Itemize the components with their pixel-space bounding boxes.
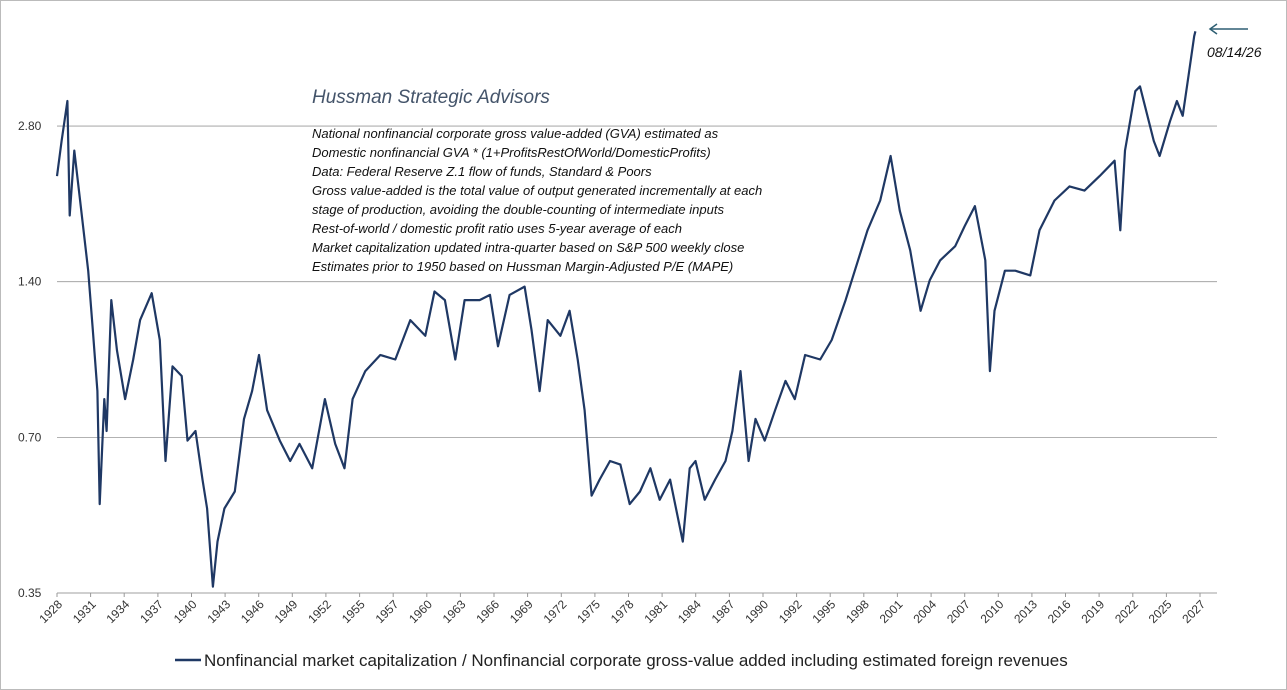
brand: Hussman Strategic Advisors <box>312 87 550 108</box>
legend-label: Nonfinancial market capitalization / Non… <box>204 651 1068 670</box>
note: Gross value-added is the total value of … <box>312 183 762 198</box>
end-arrow <box>1208 23 1248 35</box>
note: Rest-of-world / domestic profit ratio us… <box>312 221 682 236</box>
note: Estimates prior to 1950 based on Hussman… <box>312 259 733 274</box>
y-tick-label: 0.35 <box>18 586 42 600</box>
note: stage of production, avoiding the double… <box>312 202 724 217</box>
note: Domestic nonfinancial GVA * (1+ProfitsRe… <box>312 145 711 160</box>
note: Market capitalization updated intra-quar… <box>312 240 744 255</box>
y-tick-label: 0.70 <box>18 430 42 444</box>
y-tick-label: 1.40 <box>18 275 42 289</box>
note: National nonfinancial corporate gross va… <box>312 126 719 141</box>
y-tick-label: 2.80 <box>18 119 42 133</box>
note: Data: Federal Reserve Z.1 flow of funds,… <box>312 164 652 179</box>
end-label: 08/14/26 <box>1207 44 1262 60</box>
series-line <box>55 31 1197 588</box>
